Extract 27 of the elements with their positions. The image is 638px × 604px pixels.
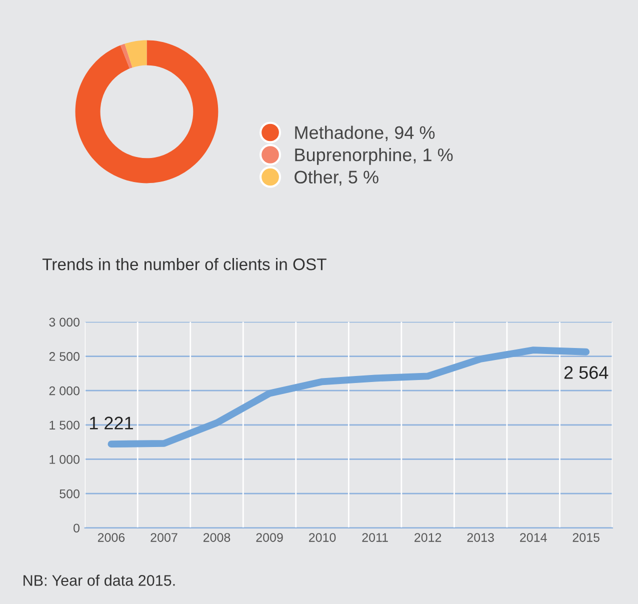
x-tick-label: 2010 — [309, 533, 336, 542]
y-tick-label: 500 — [60, 489, 80, 498]
legend-label: Other, 5 % — [294, 170, 378, 186]
x-tick-label: 2008 — [203, 533, 230, 542]
legend-label: Methadone, 94 % — [295, 126, 435, 142]
text: NB: Year of data 2015. — [24, 574, 175, 586]
x-tick-label: 2007 — [150, 533, 178, 542]
y-tick-label: 2 500 — [49, 352, 80, 361]
donut-slice — [120, 44, 132, 69]
x-tick-label: 2013 — [467, 533, 494, 542]
x-tick-label: 2015 — [572, 533, 600, 542]
x-tick-label: 2009 — [256, 533, 283, 542]
chart-title: Trends in the number of clients in OST — [42, 258, 326, 270]
y-tick-label: 2 000 — [49, 386, 80, 396]
data-label: 1 221 — [90, 416, 133, 430]
y-tick-label: 1 500 — [50, 420, 80, 430]
y-tick-label: 3 000 — [49, 318, 80, 327]
donut-slice — [124, 40, 147, 68]
x-tick-label: 2006 — [98, 533, 125, 542]
y-tick-label: 0 — [74, 524, 80, 533]
legend-label: Buprenorphine, 1 % — [295, 148, 453, 165]
data-label: 2 564 — [564, 366, 608, 379]
donut-slice — [75, 40, 218, 184]
x-tick-label: 2011 — [362, 533, 388, 542]
y-tick-label: 1 000 — [50, 455, 80, 464]
x-tick-label: 2014 — [520, 533, 547, 542]
x-tick-label: 2012 — [414, 533, 442, 542]
